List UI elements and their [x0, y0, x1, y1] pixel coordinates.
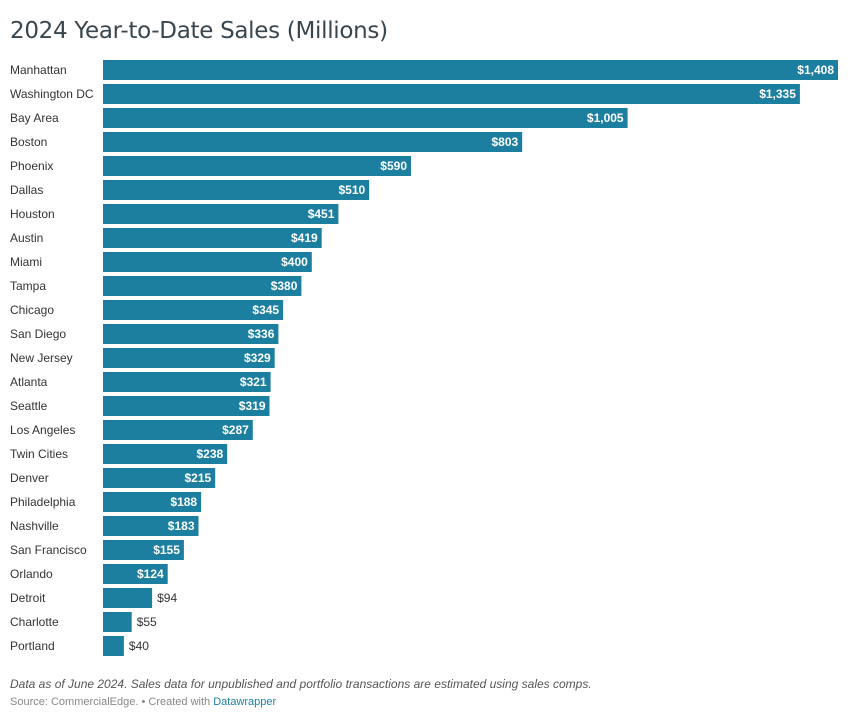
value-label: $188 [170, 495, 197, 509]
category-label: Tampa [10, 279, 46, 293]
chart-notes: Data as of June 2024. Sales data for unp… [10, 677, 592, 691]
bar[interactable] [103, 156, 411, 176]
bar[interactable] [103, 468, 216, 488]
category-label: Seattle [10, 399, 48, 413]
value-label: $124 [137, 567, 164, 581]
value-label: $155 [153, 543, 180, 557]
value-label: $329 [244, 351, 271, 365]
category-label: Austin [10, 231, 43, 245]
bar[interactable] [103, 60, 838, 80]
bar[interactable] [103, 300, 284, 320]
value-label: $803 [491, 135, 518, 149]
bar[interactable] [103, 492, 202, 512]
category-label: Phoenix [10, 159, 53, 173]
value-label: $1,408 [797, 63, 834, 77]
value-label: $1,005 [587, 111, 624, 125]
category-label: Twin Cities [10, 447, 68, 461]
value-label: $321 [240, 375, 267, 389]
source-text: Source: CommercialEdge. [10, 696, 139, 708]
value-label: $94 [157, 591, 177, 605]
category-label: Portland [10, 639, 55, 653]
category-label: Chicago [10, 303, 54, 317]
bar[interactable] [103, 252, 312, 272]
category-label: Denver [10, 471, 49, 485]
bar[interactable] [103, 276, 302, 296]
bar[interactable] [103, 84, 800, 104]
bar[interactable] [103, 372, 271, 392]
value-label: $419 [291, 231, 318, 245]
value-label: $336 [248, 327, 275, 341]
value-label: $510 [338, 183, 365, 197]
category-label: New Jersey [10, 351, 73, 365]
bar-chart: Manhattan $1,408 Washington DC $1,335 Bay Ar… [10, 60, 838, 656]
category-label: San Francisco [10, 543, 87, 557]
bar[interactable] [103, 516, 199, 536]
created-with-text: Created with [148, 696, 211, 708]
bar[interactable] [103, 564, 168, 584]
category-label: Detroit [10, 591, 46, 605]
category-label: Los Angeles [10, 423, 75, 437]
bar[interactable] [103, 324, 279, 344]
category-label: Washington DC [10, 87, 94, 101]
category-label: Bay Area [10, 111, 59, 125]
chart-footer: Source: CommercialEdge. • Created with D… [10, 696, 276, 708]
bar[interactable] [103, 348, 275, 368]
bar[interactable] [103, 420, 253, 440]
bar[interactable] [103, 204, 339, 224]
bar[interactable] [103, 444, 228, 464]
bar[interactable] [103, 636, 124, 656]
category-label: Miami [10, 255, 42, 269]
value-label: $215 [184, 471, 211, 485]
value-label: $1,335 [759, 87, 796, 101]
footer-separator: • [141, 696, 146, 708]
value-label: $287 [222, 423, 249, 437]
category-label: Charlotte [10, 615, 59, 629]
value-label: $380 [271, 279, 298, 293]
value-label: $238 [196, 447, 223, 461]
category-label: Atlanta [10, 375, 48, 389]
category-label: Boston [10, 135, 47, 149]
category-label: Nashville [10, 519, 59, 533]
bar[interactable] [103, 108, 628, 128]
category-label: Houston [10, 207, 55, 221]
bar[interactable] [103, 540, 184, 560]
value-label: $590 [380, 159, 407, 173]
bar[interactable] [103, 396, 270, 416]
category-label: San Diego [10, 327, 66, 341]
bar[interactable] [103, 588, 153, 608]
value-label: $319 [239, 399, 266, 413]
chart-title: 2024 Year-to-Date Sales (Millions) [10, 18, 388, 44]
datawrapper-link[interactable]: Datawrapper [213, 696, 277, 708]
value-label: $55 [137, 615, 157, 629]
bar[interactable] [103, 132, 523, 152]
value-label: $451 [308, 207, 335, 221]
value-label: $400 [281, 255, 308, 269]
bar[interactable] [103, 228, 322, 248]
bar[interactable] [103, 612, 132, 632]
value-label: $345 [252, 303, 279, 317]
bar[interactable] [103, 180, 370, 200]
category-label: Dallas [10, 183, 43, 197]
category-label: Orlando [10, 567, 53, 581]
value-label: $183 [168, 519, 195, 533]
category-label: Manhattan [10, 63, 67, 77]
value-label: $40 [129, 639, 149, 653]
category-label: Philadelphia [10, 495, 76, 509]
